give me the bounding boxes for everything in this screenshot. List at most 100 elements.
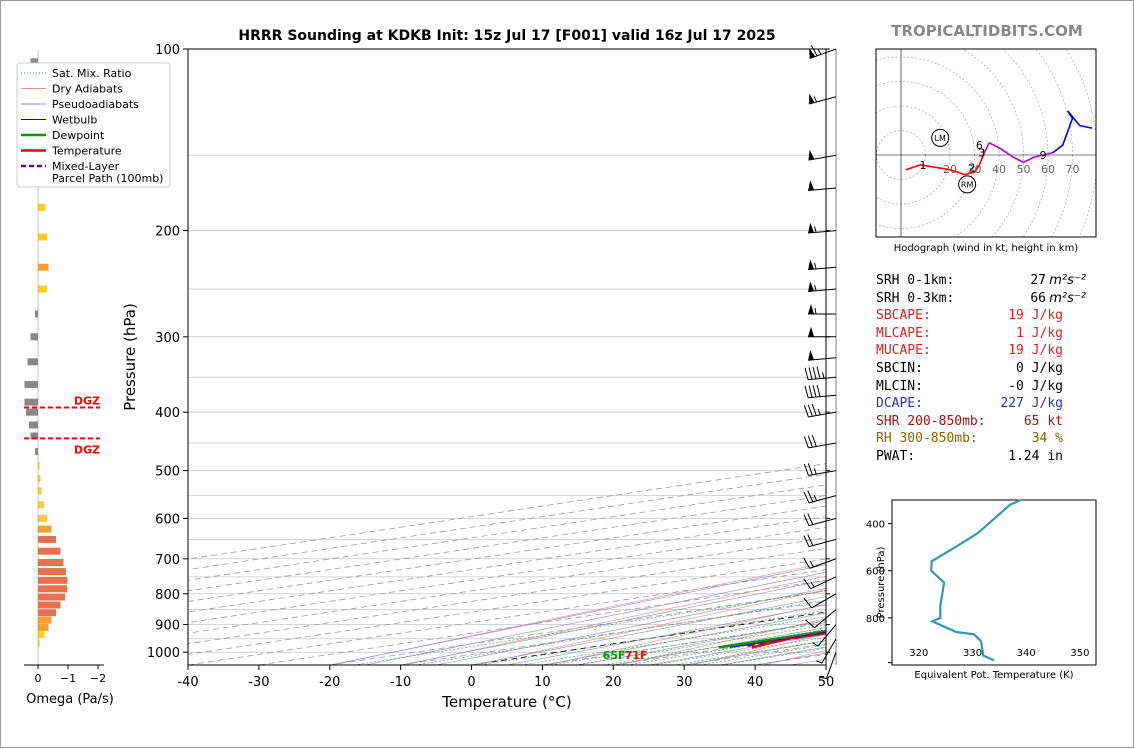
pseudoadiabat: [542, 612, 826, 665]
index-value: 19 J/kg: [1008, 308, 1063, 324]
wind-barb-staff: [808, 288, 837, 292]
wind-half-barb: [822, 372, 825, 379]
wind-flag: [808, 281, 815, 292]
wind-barb: [803, 534, 837, 548]
index-label: SBCIN:: [876, 361, 923, 376]
omega-bar: [38, 233, 47, 241]
hodo-trace: [983, 141, 1054, 164]
index-value: 19 J/kg: [1008, 343, 1063, 359]
pseudoadiabat: [329, 564, 826, 665]
wind-full-barb: [803, 463, 809, 476]
wind-full-barb: [816, 366, 821, 379]
wind-half-barb: [814, 307, 817, 315]
index-row: MUCAPE: 19 J/kg: [876, 343, 1063, 359]
mixing-ratio-line: [480, 610, 826, 665]
wind-full-barb: [803, 514, 810, 526]
hodo-ring-label: 50: [1017, 163, 1031, 176]
hodo-trace: [1052, 110, 1093, 154]
index-value: -0 J/kg: [1008, 378, 1063, 394]
index-value: 0 J/kg: [1016, 361, 1063, 376]
legend-entry: Temperature: [51, 145, 122, 158]
index-label: MLCIN:: [876, 378, 923, 394]
pseudoadiabat: [365, 571, 826, 665]
hodo-height-label: 9: [1040, 149, 1047, 162]
wind-barb: [803, 557, 837, 569]
dry-adiabat: [332, 562, 826, 665]
mixing-ratio-line: [652, 636, 826, 665]
y-tick-label: 400: [155, 406, 180, 421]
wind-half-barb: [814, 226, 817, 233]
wind-barb: [808, 180, 837, 191]
legend-entry: Parcel Path (100mb): [52, 172, 163, 185]
omega-bar: [38, 547, 61, 555]
wind-barb-staff: [825, 652, 837, 679]
theta-e-y-label: Pressure (hPa): [876, 547, 887, 619]
legend-entry: Dry Adiabats: [52, 83, 123, 96]
x-tick-label: 50: [818, 675, 835, 690]
wind-barb-staff: [810, 576, 837, 590]
x-axis-label: Temperature (°C): [441, 693, 571, 711]
legend-entry: Wetbulb: [52, 114, 97, 127]
index-value: 66: [1030, 290, 1046, 306]
isotherm-line: [188, 505, 826, 602]
isotherm-line: [188, 516, 826, 613]
index-label: DCAPE:: [876, 396, 923, 412]
y-tick-label: 300: [155, 331, 180, 346]
legend-entry: Pseudoadiabats: [52, 98, 139, 111]
wind-barb-staff: [817, 624, 837, 647]
wind-flag: [808, 326, 814, 337]
legend-box: [16, 62, 171, 188]
omega-x-tick-label: −1: [60, 672, 76, 685]
index-label: PWAT:: [876, 449, 916, 464]
hodo-height-label: 6: [976, 139, 983, 152]
index-label: SRH 0-3km:: [876, 290, 955, 306]
dry-adiabat: [547, 603, 826, 665]
y-tick-label: 700: [155, 553, 180, 568]
theta-e-x-label: Equivalent Pot. Temperature (K): [914, 670, 1073, 681]
x-tick-label: 40: [747, 675, 764, 690]
index-label: MLCAPE:: [876, 325, 931, 341]
wind-full-barb: [808, 367, 813, 380]
wind-barb: [808, 259, 837, 271]
wind-barb-staff: [811, 593, 837, 609]
index-row: DCAPE: 227 J/kg: [876, 396, 1063, 412]
wind-barb: [804, 609, 837, 629]
wind-barb-staff: [808, 230, 837, 234]
mixing-ratio-line: [354, 590, 826, 665]
theta-e-x-tick-label: 340: [1017, 648, 1036, 659]
omega-panel: DGZ DGZ 0 −1 −2 Omega (Pa/s): [24, 49, 114, 707]
omega-bar: [27, 358, 38, 366]
isotherm-line: [188, 526, 826, 624]
wind-barb-staff: [808, 517, 837, 527]
omega-x-tick-label: 0: [35, 672, 42, 685]
y-tick-label: 1000: [147, 646, 180, 661]
theta-e-line: [929, 498, 1022, 662]
isotherm-line: [188, 495, 826, 592]
wind-half-barb: [813, 96, 818, 103]
index-row: SRH 0-1km: m²s⁻² 27: [876, 273, 1086, 289]
theta-e-x-tick-label: 330: [963, 648, 982, 659]
wind-barb: [803, 404, 837, 418]
omega-bar: [38, 461, 40, 469]
omega-bar: [30, 58, 38, 66]
x-tick-label: -20: [319, 675, 340, 690]
omega-bar: [38, 568, 66, 576]
omega-bar: [38, 525, 52, 533]
surface-temperature-label: 71F: [625, 649, 648, 662]
y-tick-label: 200: [155, 225, 180, 240]
index-value: 1.24 in: [1008, 449, 1063, 464]
wind-full-barb: [812, 367, 817, 380]
skewt-panel: 1246810131620243036-40-30-20-10010203040…: [16, 43, 837, 711]
index-row: SBCAPE: 19 J/kg: [876, 308, 1063, 324]
isotherm-line: [188, 473, 826, 571]
wind-half-barb: [810, 561, 814, 568]
wind-half-barb: [816, 660, 823, 664]
storm-motion-marker: [931, 128, 950, 147]
y-tick-label: 600: [155, 512, 180, 527]
wind-barb: [803, 463, 837, 476]
omega-bar: [30, 432, 38, 440]
wind-barb-staff: [808, 411, 837, 418]
index-label: SBCAPE:: [876, 308, 931, 324]
y-tick-label: 800: [155, 588, 180, 603]
